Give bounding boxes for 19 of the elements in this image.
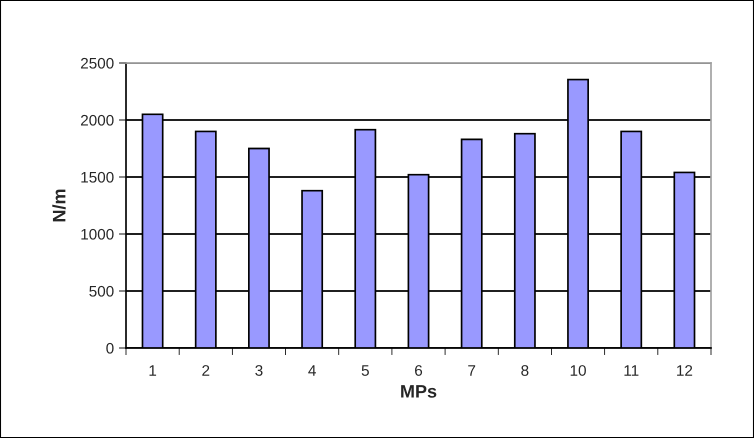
x-tick-label: 6: [415, 365, 422, 376]
y-tick-label: 500: [89, 286, 114, 297]
y-tick-label: 1500: [81, 172, 114, 183]
x-tick-label: 1: [150, 365, 156, 376]
x-axis-title: MPs: [401, 385, 436, 398]
x-tick-label: 7: [468, 365, 476, 376]
x-tick-label: 11: [624, 365, 638, 376]
x-tick-label: 4: [308, 365, 316, 376]
x-tick-label: 10: [570, 365, 586, 376]
x-tick-label: 3: [255, 365, 263, 376]
y-tick-label: 2000: [80, 114, 114, 126]
x-tick-label: 12: [677, 365, 692, 376]
y-tick-label: 1000: [81, 228, 114, 240]
y-axis-title: N/m: [52, 190, 66, 222]
x-tick-label: 5: [362, 365, 369, 376]
y-tick-label: 0: [106, 342, 114, 354]
x-tick-label: 8: [521, 365, 528, 376]
x-tick-label: 2: [202, 365, 210, 376]
y-tick-label: 2500: [80, 58, 114, 69]
